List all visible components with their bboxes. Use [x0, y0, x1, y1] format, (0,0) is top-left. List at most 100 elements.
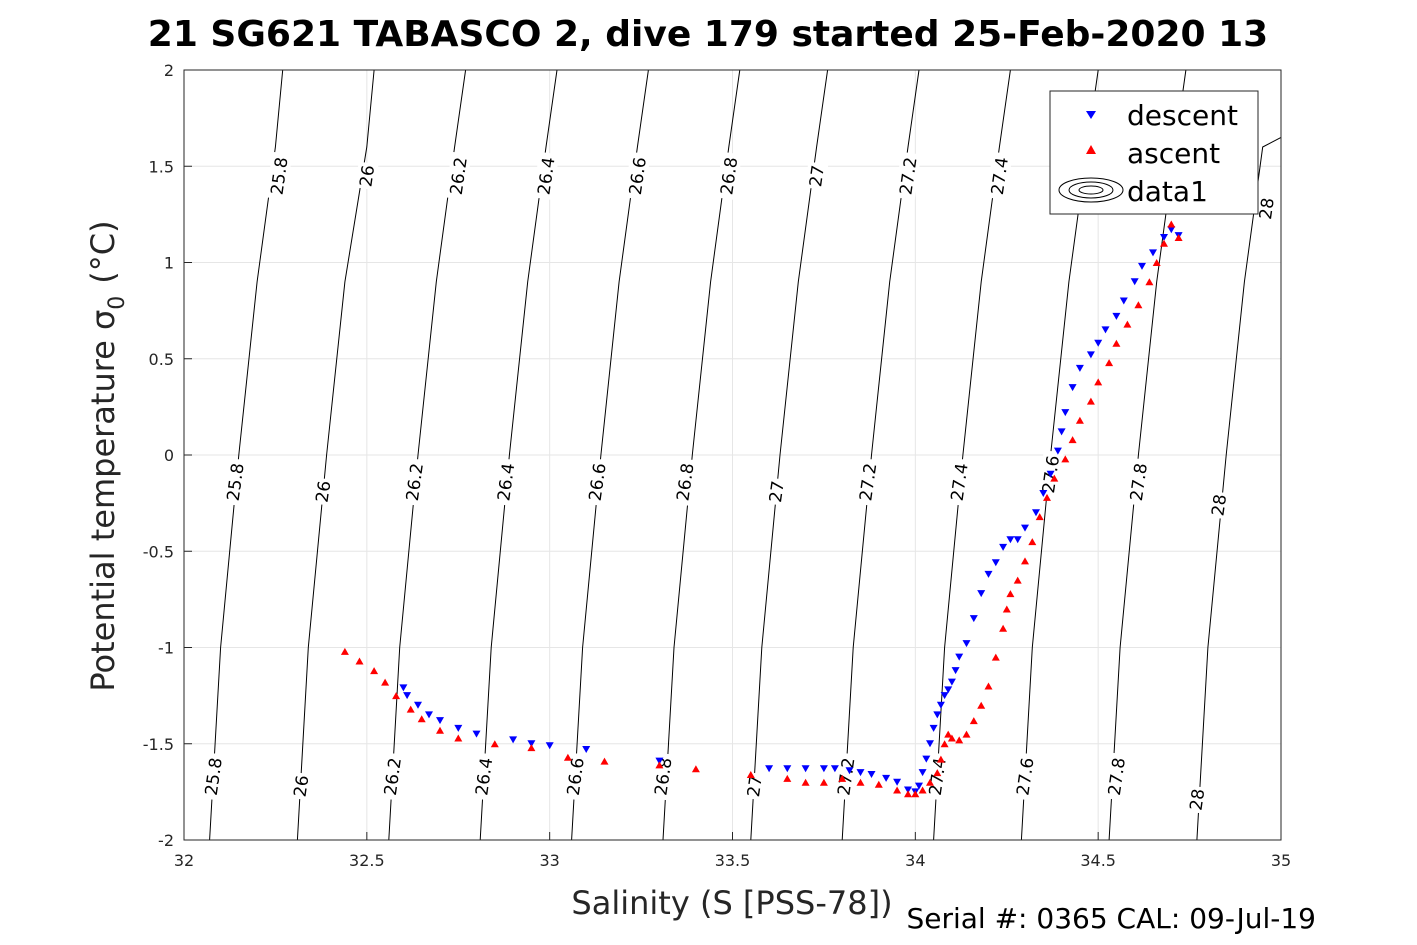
descent-point: [845, 767, 854, 775]
isopycnal-label-bg: [624, 151, 651, 201]
descent-point: [1167, 226, 1176, 234]
isopycnal-label-bg: [401, 457, 428, 507]
isopycnal-label: 26: [289, 771, 314, 801]
descent-point: [1021, 524, 1029, 532]
descent-point: [830, 765, 839, 773]
descent-point: [944, 686, 953, 694]
isopycnal-label-bg: [1207, 490, 1231, 520]
ascent-point: [940, 740, 949, 748]
descent-point: [947, 678, 956, 686]
ascent-point: [454, 734, 463, 742]
y-tick-label: 0: [164, 446, 174, 465]
x-tick-label: 34: [905, 851, 925, 870]
ascent-point: [691, 765, 700, 773]
isopycnal-label-bg: [649, 752, 677, 801]
descent-point: [1039, 490, 1048, 497]
descent-point: [915, 782, 923, 790]
x-tick-label: 32.5: [349, 851, 385, 870]
isopycnal-label: 28: [1185, 785, 1209, 814]
isopycnal-label-text: 27: [766, 480, 789, 504]
isopycnal-label: 27.8: [1125, 457, 1152, 507]
isopycnal-label-bg: [200, 752, 227, 801]
isopycnal-label-bg: [470, 752, 497, 801]
descent-point: [425, 711, 433, 719]
isopycnal-label-bg: [1185, 785, 1209, 814]
isopycnal-label: 27.4: [924, 752, 951, 801]
isopycnal-label-bg: [946, 457, 973, 507]
descent-point: [933, 711, 942, 719]
descent-point: [1160, 234, 1168, 241]
descent-point: [1094, 339, 1103, 347]
isopycnal-label-bg: [894, 151, 922, 201]
ascent-point: [600, 757, 609, 765]
data-series: [340, 220, 1183, 798]
isopycnal-label-text: 27: [806, 164, 829, 188]
descent-point: [765, 765, 774, 773]
ascent-point: [1094, 378, 1103, 386]
ascent-point: [340, 647, 349, 655]
isopycnal-line: [479, 69, 558, 841]
isopycnal-line: [841, 69, 920, 841]
y-tick-label: -0.5: [143, 542, 174, 561]
isopycnal-label-bg: [764, 477, 789, 506]
descent-point: [527, 740, 536, 748]
legend-item-descent: descent: [1086, 99, 1238, 132]
ascent-point: [962, 730, 971, 738]
ascent-point: [991, 653, 1000, 661]
isopycnal-label-bg: [715, 151, 742, 201]
isopycnal-label-bg: [742, 771, 767, 801]
isopycnal-label-text: 26: [356, 164, 379, 188]
isopycnal-label-bg: [924, 752, 951, 801]
isopycnal-label: 26.2: [445, 151, 472, 201]
legend-label-descent: descent: [1127, 99, 1238, 132]
descent-point: [472, 730, 481, 738]
series-ascent: [340, 220, 1183, 798]
ascent-point: [1043, 493, 1051, 501]
isopycnal-label-bg: [1125, 457, 1152, 507]
ascent-point: [417, 715, 426, 723]
descent-point: [454, 724, 463, 732]
ascent-point: [1160, 239, 1168, 247]
ascent-point: [893, 786, 902, 794]
isopycnal-label-text: 26: [291, 774, 314, 798]
descent-point: [977, 590, 986, 598]
descent-point: [1013, 536, 1022, 544]
descent-point: [940, 692, 949, 700]
y-tick-label: 0.5: [149, 350, 174, 369]
isopycnal-label-bg: [832, 752, 860, 801]
ascent-point: [838, 774, 847, 782]
isopycnal-label-text: 28: [1186, 788, 1209, 812]
descent-point: [414, 701, 422, 709]
descent-point: [936, 701, 945, 709]
x-axis: 32 32.5 33 33.5 34 34.5 35: [174, 832, 1291, 870]
ascent-point: [527, 744, 536, 752]
x-tick-label: 34.5: [1080, 851, 1116, 870]
descent-point: [999, 543, 1008, 551]
isopycnal-label-bg: [532, 151, 560, 201]
isopycnal-label: 26.2: [379, 752, 406, 801]
ascent-point: [406, 705, 415, 713]
descent-point: [1149, 249, 1157, 257]
descent-point: [904, 786, 912, 794]
isopycnal-label-bg: [289, 771, 313, 801]
ascent-point: [999, 624, 1008, 632]
isopycnal-line: [296, 69, 375, 841]
descent-point: [1046, 470, 1055, 478]
isopycnal-label: 26.4: [470, 752, 497, 801]
descent-point: [582, 746, 591, 753]
ascent-point: [801, 778, 810, 786]
legend-item-data1: data1: [1058, 175, 1208, 208]
ascent-point: [819, 778, 828, 786]
isopycnal-line: [933, 69, 1011, 841]
isopycnal-line: [209, 69, 284, 841]
serial-cal-footer: Serial #: 0365 CAL: 09-Jul-19: [906, 902, 1316, 935]
ascent-point: [1035, 513, 1044, 521]
ascent-point: [926, 778, 934, 786]
descent-point: [1130, 278, 1139, 286]
descent-point: [1086, 351, 1095, 359]
isopycnal-label-bg: [854, 457, 881, 507]
descent-point: [955, 653, 964, 661]
descent-point: [1061, 409, 1070, 417]
isopycnal-label: 27: [804, 161, 829, 191]
